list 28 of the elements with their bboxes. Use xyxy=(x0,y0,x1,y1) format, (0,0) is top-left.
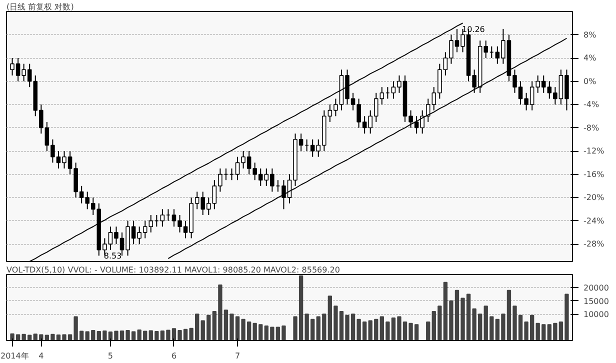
y-tick-label: -24% xyxy=(584,216,605,226)
candlestick xyxy=(160,208,165,228)
y-tick-label: -16% xyxy=(584,170,605,179)
annotation: 10.26 xyxy=(462,24,485,34)
candlestick xyxy=(235,156,240,181)
y-tick-label: -4% xyxy=(584,100,600,110)
y-tick-label: 15000 xyxy=(584,296,609,306)
line-series xyxy=(168,38,568,260)
annotation: 8.53 xyxy=(104,252,122,261)
candlestick xyxy=(148,214,154,233)
line-series xyxy=(29,22,464,262)
y-tick-label: -8% xyxy=(584,123,600,132)
y-tick-label: 8% xyxy=(584,30,597,40)
bar xyxy=(426,322,430,340)
chart-title: (日线 前复权 对数) xyxy=(6,2,74,12)
chart-title: VOL-TDX(5,10) VVOL: - VOLUME: 103892.11 MAVOL1: 98085.20 MAVOL2: 85569.20 xyxy=(6,266,340,274)
x-tick-label: 7 xyxy=(234,352,240,360)
x-tick-label: 4 xyxy=(38,352,44,360)
y-tick-label: 20000 xyxy=(584,284,609,293)
x-tick-label: 6 xyxy=(171,352,177,360)
x-tick-label: 5 xyxy=(108,352,114,360)
y-tick-label: -28% xyxy=(584,240,605,249)
x-tick-label: 2014年 xyxy=(0,352,29,360)
y-tick-label: -12% xyxy=(584,146,605,156)
y-tick-label: 10000 xyxy=(584,310,609,320)
y-tick-label: 4% xyxy=(584,54,597,63)
y-tick-label: -20% xyxy=(584,193,605,202)
y-tick-label: 0% xyxy=(584,76,597,86)
